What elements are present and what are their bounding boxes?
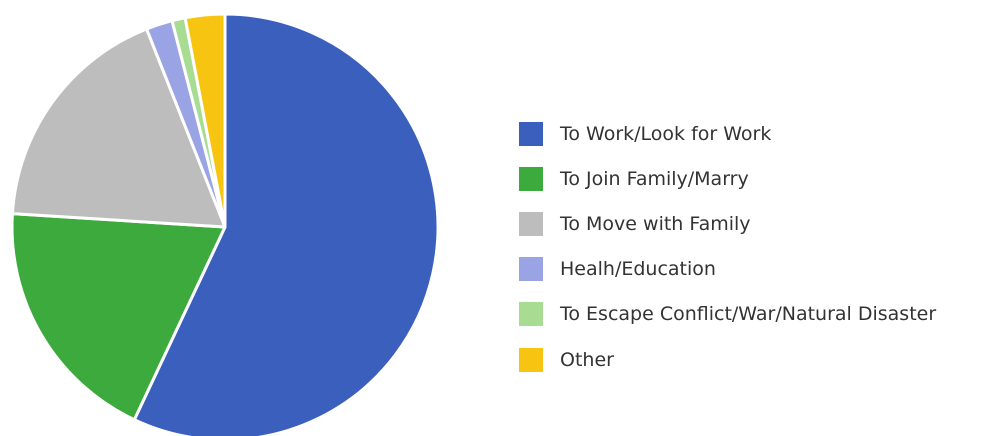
legend-item-family-marry: To Join Family/Marry xyxy=(519,156,936,201)
legend-swatch-family-marry xyxy=(519,166,543,191)
legend-item-work: To Work/Look for Work xyxy=(519,111,936,156)
legend-label-other: Other xyxy=(560,348,614,371)
legend-swatch-health-education xyxy=(519,257,543,282)
legend-swatch-move-family xyxy=(519,211,543,236)
legend-label-work: To Work/Look for Work xyxy=(560,122,772,145)
pie-slice-work xyxy=(132,12,440,436)
legend-swatch-escape-conflict xyxy=(519,302,543,327)
pie-chart xyxy=(10,12,440,436)
legend-item-other: Other xyxy=(519,337,936,382)
legend-item-move-family: To Move with Family xyxy=(519,201,936,246)
legend-label-move-family: To Move with Family xyxy=(560,212,751,235)
legend-item-escape-conflict: To Escape Conflict/War/Natural Disaster xyxy=(519,292,936,337)
legend-swatch-other xyxy=(519,347,543,372)
legend-label-health-education: Healh/Education xyxy=(560,258,716,281)
pie-slice-move-family xyxy=(10,27,227,229)
legend: To Work/Look for Work To Join Family/Mar… xyxy=(519,111,936,382)
legend-label-family-marry: To Join Family/Marry xyxy=(560,167,749,190)
legend-item-health-education: Healh/Education xyxy=(519,247,936,292)
pie-slice-family-marry xyxy=(10,212,227,422)
legend-swatch-work xyxy=(519,121,543,146)
pie-slice-other xyxy=(183,12,227,229)
legend-label-escape-conflict: To Escape Conflict/War/Natural Disaster xyxy=(560,303,937,326)
